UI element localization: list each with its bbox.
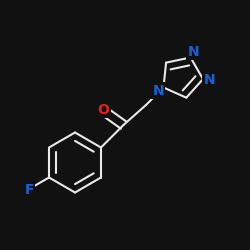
Text: N: N: [204, 73, 215, 87]
Text: N: N: [187, 45, 199, 59]
Text: F: F: [24, 183, 34, 197]
Text: O: O: [98, 103, 110, 117]
Text: N: N: [204, 73, 215, 87]
Text: N: N: [152, 84, 164, 98]
Text: N: N: [152, 84, 164, 98]
Text: O: O: [98, 103, 110, 117]
Text: F: F: [24, 183, 34, 197]
Text: N: N: [187, 45, 199, 59]
